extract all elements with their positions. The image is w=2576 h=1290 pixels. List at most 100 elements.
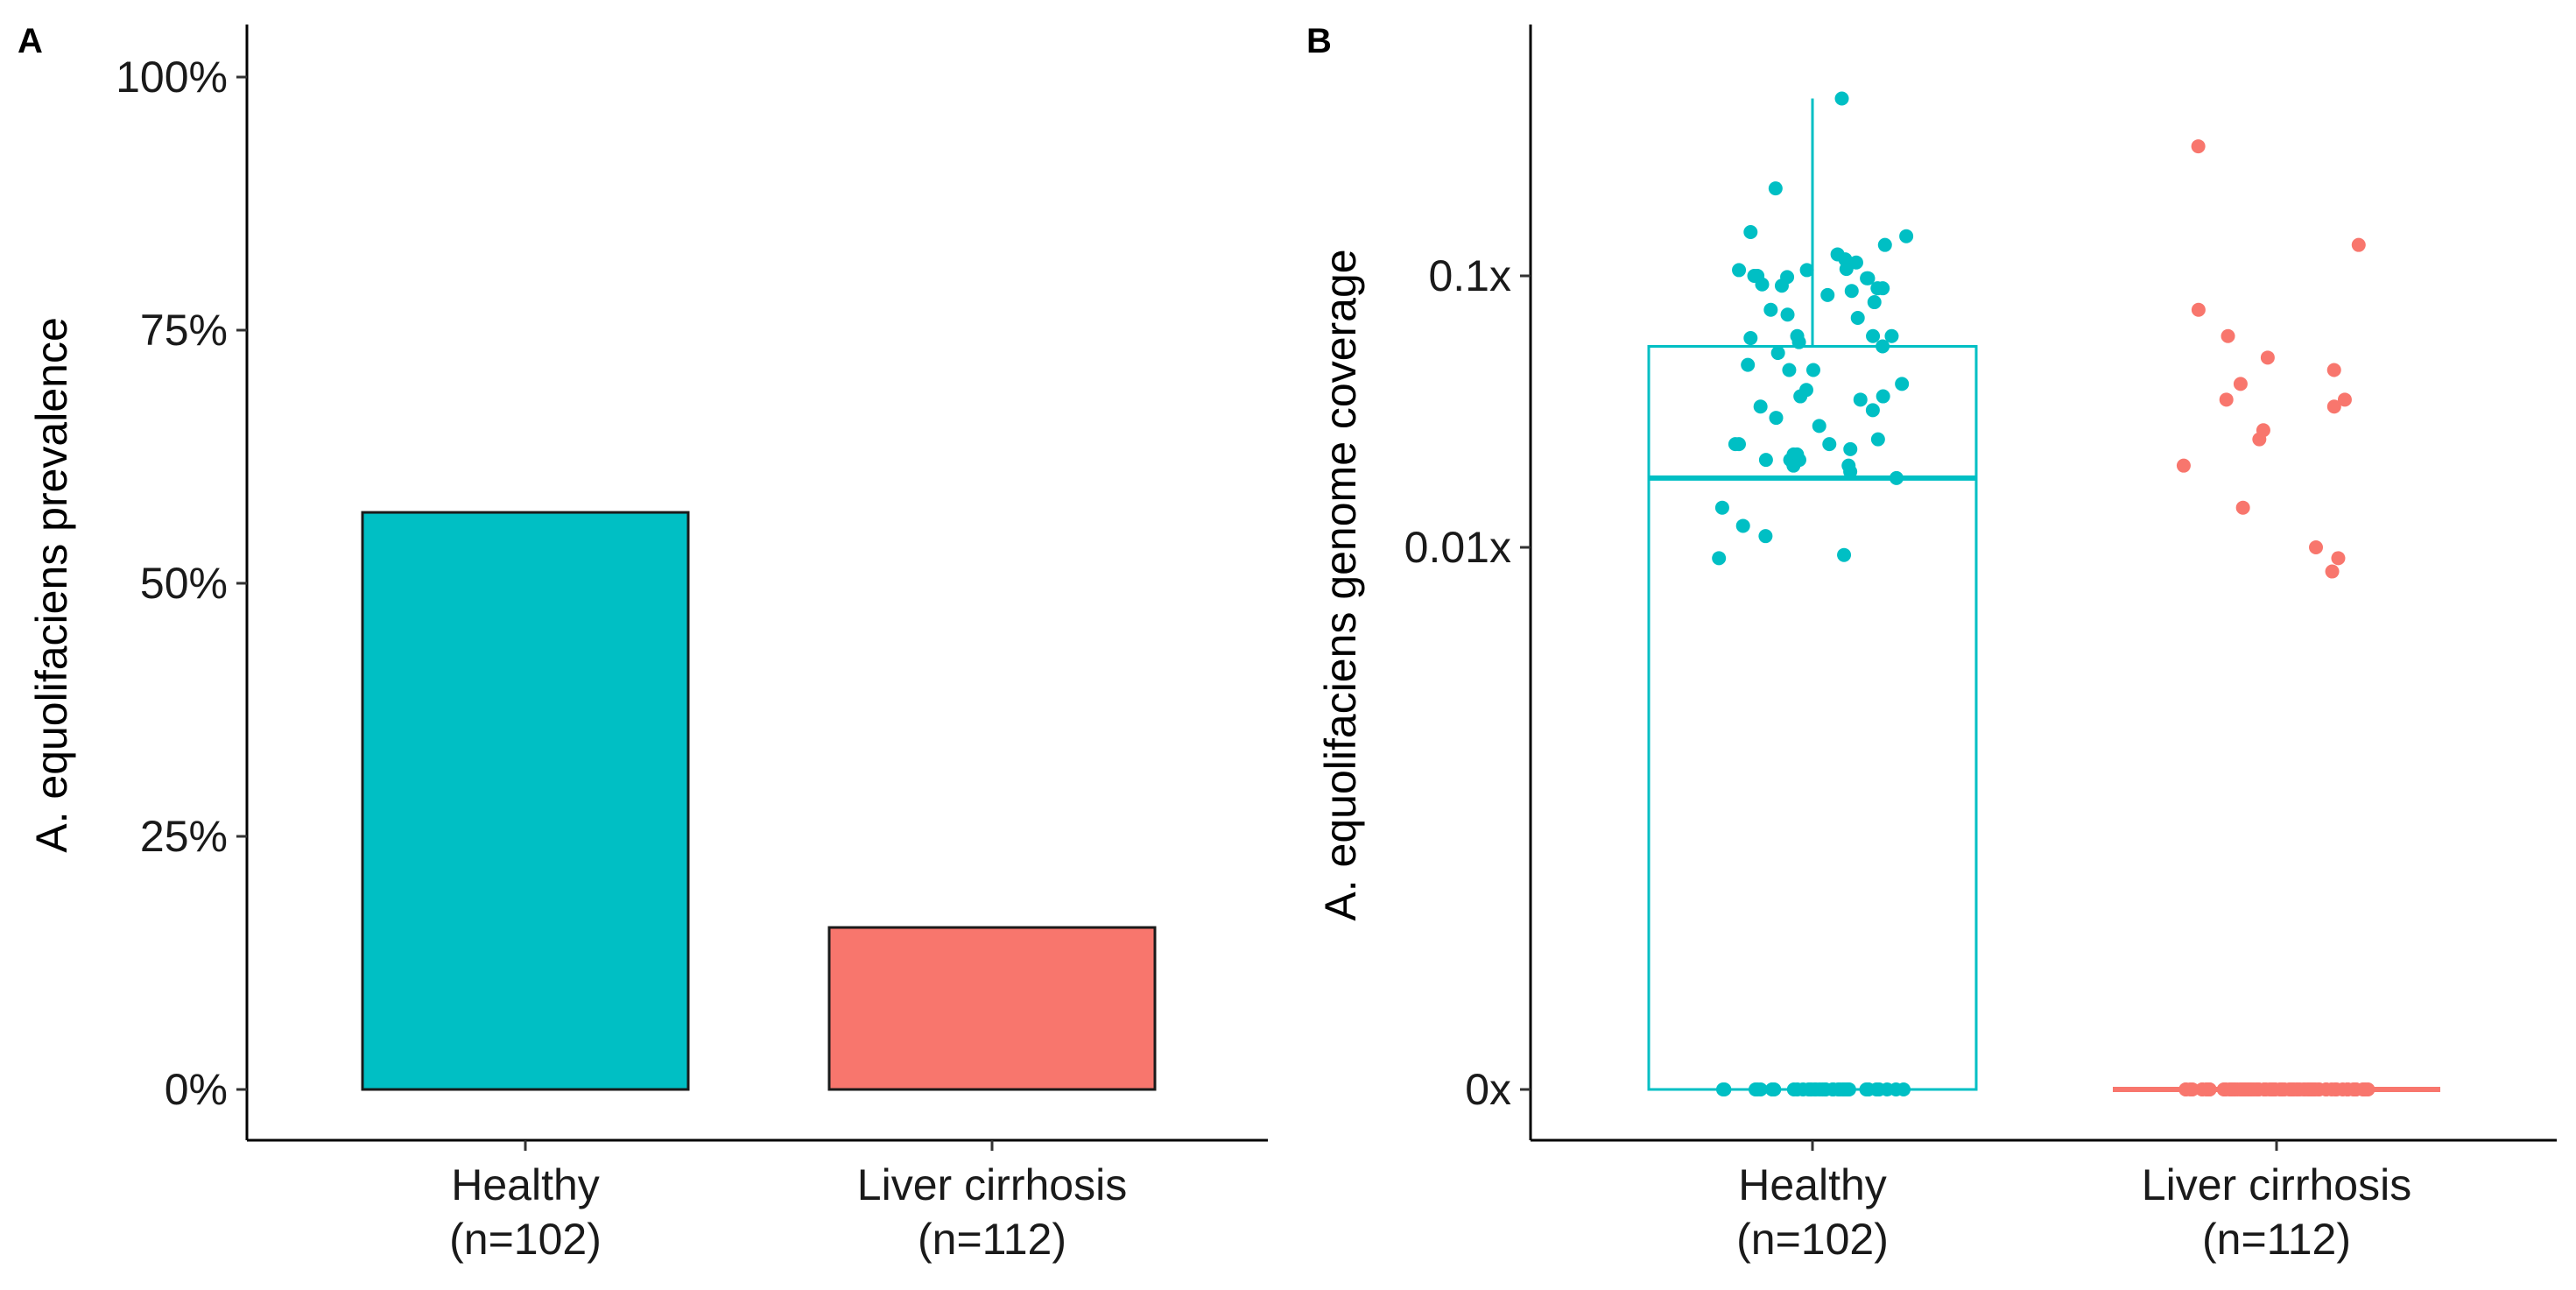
data-point-zero — [1765, 1082, 1780, 1096]
data-point — [1805, 363, 1820, 377]
panel-b-points — [1712, 91, 2375, 1096]
data-point-zero — [2305, 1082, 2320, 1096]
data-point — [1820, 287, 1835, 302]
data-point — [1714, 500, 1729, 515]
x-tick-label: Liver cirrhosis — [857, 1160, 1127, 1209]
data-point — [1822, 437, 1837, 452]
y-tick-label: 50% — [140, 559, 228, 608]
data-point — [1782, 363, 1797, 377]
data-point-zero — [1786, 1082, 1801, 1096]
y-tick-label: 100% — [116, 53, 228, 102]
data-point — [1741, 357, 1756, 372]
data-point — [1799, 263, 1814, 278]
data-point — [1843, 464, 1858, 479]
data-point — [1838, 252, 1853, 267]
panel-b-x-ticks: Healthy (n=102) Liver cirrhosis (n=112) — [1736, 1140, 2411, 1264]
data-point — [1876, 339, 1890, 354]
data-point — [2326, 363, 2341, 377]
data-point — [1712, 551, 1727, 566]
data-point — [2337, 392, 2352, 407]
y-tick-label: 75% — [140, 306, 228, 355]
data-point-zero — [2227, 1082, 2242, 1096]
data-point-zero — [2185, 1082, 2199, 1096]
y-tick-label: 0% — [165, 1065, 228, 1114]
data-point — [1837, 547, 1852, 562]
data-point — [1853, 392, 1868, 407]
data-point — [1870, 281, 1885, 296]
x-tick-count-label: (n=102) — [1736, 1215, 1889, 1264]
data-point-zero — [1804, 1082, 1819, 1096]
panel-a-x-ticks: Healthy (n=102) Liver cirrhosis (n=112) — [449, 1140, 1127, 1264]
data-point — [2260, 350, 2275, 365]
data-point — [1866, 328, 1881, 343]
data-point — [1758, 529, 1773, 544]
x-tick-label: Liver cirrhosis — [2142, 1160, 2411, 1209]
y-tick-label: 0x — [1465, 1065, 1511, 1114]
panel-a-bars — [361, 511, 1157, 1091]
data-point — [1753, 399, 1768, 414]
data-point-zero — [2201, 1082, 2216, 1096]
data-point — [1793, 389, 1808, 404]
data-point — [2331, 551, 2346, 566]
data-point-zero — [2291, 1082, 2305, 1096]
data-point — [1743, 331, 1758, 346]
data-point — [1860, 271, 1875, 285]
x-tick-count-label: (n=112) — [2202, 1215, 2351, 1264]
data-point — [1763, 302, 1778, 317]
data-point-zero — [1872, 1082, 1887, 1096]
panel-a-label: A — [18, 22, 43, 60]
data-point — [1870, 432, 1885, 447]
data-point — [1770, 346, 1785, 361]
y-tick-label: 0.01x — [1404, 523, 1511, 572]
data-point — [1884, 328, 1899, 343]
bar-liver-cirrhosis — [827, 926, 1157, 1091]
panel-a-y-ticks: 0% 25% 50% 75% 100% — [116, 53, 247, 1114]
data-point — [2256, 423, 2270, 438]
data-point — [1732, 263, 1747, 278]
data-point-zero — [1859, 1082, 1874, 1096]
y-tick-label: 0.1x — [1428, 251, 1511, 300]
data-point — [2176, 458, 2191, 473]
data-point-zero — [1748, 1082, 1763, 1096]
data-point — [1834, 91, 1849, 106]
data-point — [1843, 441, 1858, 456]
data-point-zero — [1819, 1082, 1833, 1096]
data-point — [1750, 269, 1765, 283]
bar-healthy — [361, 511, 690, 1091]
data-point-zero — [2340, 1082, 2354, 1096]
panel-b-y-axis-title: A. equolifaciens genome coverage — [1316, 249, 1365, 920]
data-point — [2309, 540, 2324, 554]
panel-b-label: B — [1306, 22, 1332, 60]
data-point — [1791, 335, 1806, 349]
panel-a: A 0% 25% 50% 75% 100% Healthy (n=102) Liver ci… — [18, 22, 1268, 1264]
x-tick-count-label: (n=102) — [449, 1215, 602, 1264]
x-tick-label: Healthy — [451, 1160, 600, 1209]
data-point — [1728, 437, 1742, 452]
data-point — [2233, 377, 2248, 391]
data-point — [1865, 403, 1880, 418]
panel-b: B 0x 0.01x 0.1x Healthy (n=102) Liver cirrho… — [1306, 22, 2557, 1264]
data-point — [2325, 564, 2340, 579]
data-point — [1780, 307, 1795, 322]
data-point — [1769, 411, 1784, 426]
data-point — [1895, 377, 1910, 391]
data-point — [1876, 389, 1890, 404]
data-point — [1844, 284, 1859, 299]
data-point-zero — [1841, 1082, 1855, 1096]
data-point — [2219, 392, 2234, 407]
data-point — [2235, 500, 2250, 515]
panel-a-y-axis-title: A. equolifaciens prevalence — [27, 317, 76, 853]
data-point — [1812, 419, 1826, 434]
data-point — [2221, 328, 2235, 343]
data-point — [1768, 181, 1783, 196]
x-tick-count-label: (n=112) — [918, 1215, 1066, 1264]
data-point — [1791, 453, 1806, 468]
panel-b-y-ticks: 0x 0.01x 0.1x — [1404, 251, 1531, 1114]
data-point-zero — [1897, 1082, 1911, 1096]
data-point — [1899, 229, 1914, 243]
data-point — [1867, 295, 1882, 310]
data-point — [1780, 270, 1795, 285]
data-point — [1889, 470, 1904, 485]
data-point-zero — [2251, 1082, 2266, 1096]
